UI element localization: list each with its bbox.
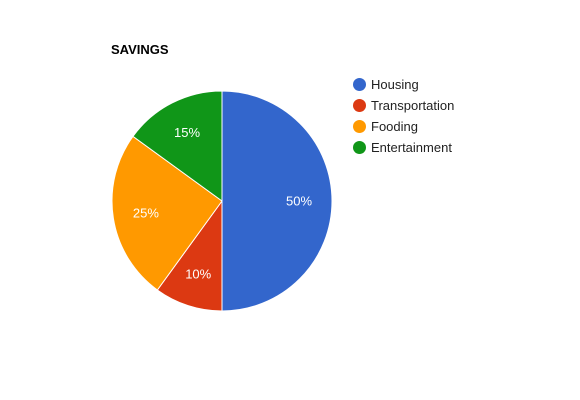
legend-item-fooding[interactable]: Fooding [353,116,454,137]
legend-swatch-icon [353,78,366,91]
legend-swatch-icon [353,99,366,112]
slice-label-fooding: 25% [133,206,159,221]
legend-label: Transportation [371,98,455,113]
legend-label: Entertainment [371,140,452,155]
slice-label-entertainment: 15% [174,125,200,140]
slice-label-transportation: 10% [185,267,211,282]
legend-label: Housing [371,77,419,92]
legend-swatch-icon [353,120,366,133]
legend-item-entertainment[interactable]: Entertainment [353,137,454,158]
legend-label: Fooding [371,119,418,134]
chart-legend: Housing Transportation Fooding Entertainmen… [353,74,454,158]
pie-slice-housing[interactable] [221,90,333,312]
legend-item-transportation[interactable]: Transportation [353,95,454,116]
slice-label-housing: 50% [286,194,312,209]
legend-item-housing[interactable]: Housing [353,74,454,95]
legend-swatch-icon [353,141,366,154]
pie-slice-fooding[interactable] [111,135,223,291]
pie-slice-entertainment[interactable] [132,90,223,202]
chart-title: SAVINGS [111,42,169,57]
